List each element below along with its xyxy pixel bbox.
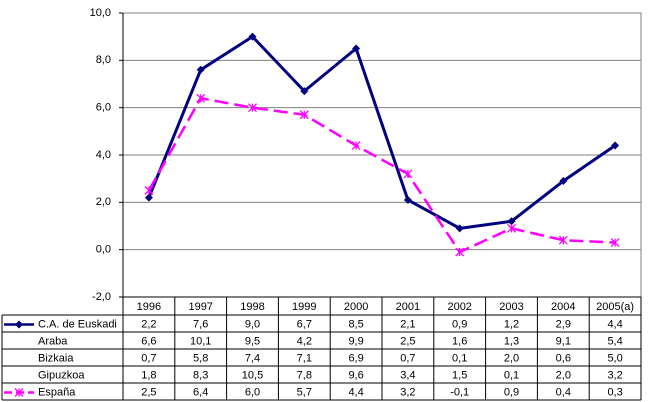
table-cell: 2,5 xyxy=(141,386,156,398)
table-cell: 0,3 xyxy=(607,386,622,398)
legend-label: Gipuzkoa xyxy=(38,369,85,381)
marker xyxy=(455,247,465,257)
marker xyxy=(611,141,620,150)
table-cell: 0,1 xyxy=(504,369,519,381)
marker xyxy=(507,223,516,233)
marker xyxy=(15,320,23,329)
table-cell: 3,2 xyxy=(400,386,415,398)
marker xyxy=(14,388,24,397)
table-cell: 5,0 xyxy=(607,352,622,364)
table-cell: 0,4 xyxy=(556,386,571,398)
x-tick-label: 1997 xyxy=(188,301,212,313)
x-tick-label: 2004 xyxy=(551,301,575,313)
table-cell: 1,6 xyxy=(452,335,467,347)
marker xyxy=(300,87,309,96)
table-cell: 8,3 xyxy=(193,369,208,381)
table-cell: 0,1 xyxy=(452,352,467,364)
marker xyxy=(248,32,257,41)
table-cell: 6,4 xyxy=(193,386,208,398)
table-cell: 0,7 xyxy=(141,352,156,364)
x-tick-label: 2000 xyxy=(344,301,368,313)
table-cell: 2,9 xyxy=(556,318,571,330)
table-cell: 5,4 xyxy=(607,335,622,347)
table-cell: 7,8 xyxy=(297,369,312,381)
table-cell: 2,0 xyxy=(556,369,571,381)
marker xyxy=(196,93,206,103)
table-cell: 2,0 xyxy=(504,352,519,364)
marker xyxy=(144,186,154,195)
marker xyxy=(351,141,361,150)
y-tick-label: -2,0 xyxy=(92,291,111,303)
x-tick-label: 1998 xyxy=(240,301,264,313)
table-cell: 1,3 xyxy=(504,335,519,347)
table-cell: 1,2 xyxy=(504,318,519,330)
x-tick-label: 1999 xyxy=(292,301,316,313)
table-cell: 0,7 xyxy=(400,352,415,364)
table-cell: 6,9 xyxy=(348,352,363,364)
table-cell: 4,4 xyxy=(348,386,363,398)
legend-label: Araba xyxy=(38,335,68,347)
marker xyxy=(352,44,361,53)
x-tick-label: 2001 xyxy=(396,301,420,313)
table-cell: 9,0 xyxy=(245,318,260,330)
marker xyxy=(144,193,153,202)
marker xyxy=(559,177,568,186)
y-tick-label: 0,0 xyxy=(96,244,111,256)
table-cell: 4,2 xyxy=(297,335,312,347)
series-line xyxy=(147,35,616,230)
marker xyxy=(403,195,412,204)
marker xyxy=(507,217,516,226)
x-tick-label: 1996 xyxy=(137,301,161,313)
table-cell: 1,5 xyxy=(452,369,467,381)
table-cell: 0,9 xyxy=(504,386,519,398)
table-cell: 9,1 xyxy=(556,335,571,347)
table-cell: 8,5 xyxy=(348,318,363,330)
table-cell: 6,7 xyxy=(297,318,312,330)
table-cell: -0,1 xyxy=(450,386,469,398)
table-cell: 9,5 xyxy=(245,335,260,347)
table-cell: 9,6 xyxy=(348,369,363,381)
table-cell: 7,4 xyxy=(245,352,260,364)
y-tick-label: 10,0 xyxy=(90,7,111,19)
legend-label: España xyxy=(38,386,76,398)
table-cell: 10,1 xyxy=(190,335,211,347)
y-tick-label: 6,0 xyxy=(96,102,111,114)
table-cell: 2,2 xyxy=(141,318,156,330)
table-cell: 5,7 xyxy=(297,386,312,398)
table-cell: 3,4 xyxy=(400,369,415,381)
table-cell: 4,4 xyxy=(607,318,622,330)
table-cell: 0,9 xyxy=(452,318,467,330)
series-line xyxy=(147,96,616,254)
table-cell: 2,1 xyxy=(400,318,415,330)
table-cell: 5,8 xyxy=(193,352,208,364)
table-cell: 6,6 xyxy=(141,335,156,347)
table-cell: 6,0 xyxy=(245,386,260,398)
y-tick-label: 8,0 xyxy=(96,54,111,66)
table-cell: 0,6 xyxy=(556,352,571,364)
table-cell: 9,9 xyxy=(348,335,363,347)
legend-label: C.A. de Euskadi xyxy=(38,318,117,330)
table-cell: 10,5 xyxy=(242,369,263,381)
x-tick-label: 2002 xyxy=(447,301,471,313)
marker xyxy=(455,224,464,233)
marker xyxy=(299,110,309,120)
x-tick-label: 2003 xyxy=(499,301,523,313)
y-tick-label: 4,0 xyxy=(96,149,111,161)
table-cell: 7,6 xyxy=(193,318,208,330)
table-cell: 3,2 xyxy=(607,369,622,381)
x-tick-label: 2005(a) xyxy=(596,301,634,313)
marker xyxy=(196,65,205,74)
marker xyxy=(403,169,413,179)
marker xyxy=(248,103,257,113)
table-cell: 7,1 xyxy=(297,352,312,364)
marker xyxy=(558,235,568,245)
legend-label: Bizkaia xyxy=(38,352,74,364)
marker xyxy=(610,238,620,248)
y-tick-label: 2,0 xyxy=(96,196,111,208)
table-cell: 2,5 xyxy=(400,335,415,347)
table-cell: 1,8 xyxy=(141,369,156,381)
